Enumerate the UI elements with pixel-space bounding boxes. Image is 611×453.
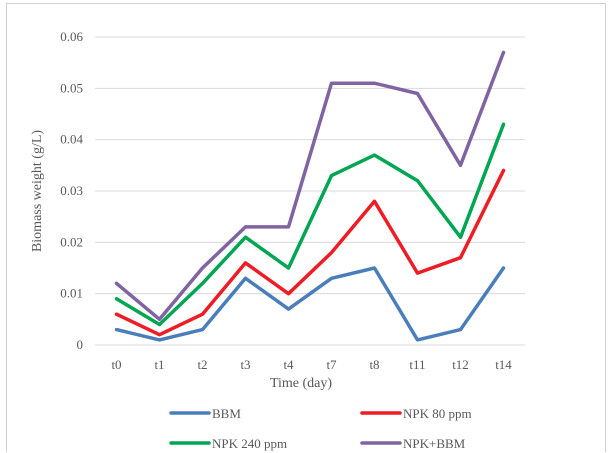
data-point <box>459 163 462 167</box>
data-point <box>201 266 204 270</box>
legend-label: NPK+BBM <box>403 436 466 451</box>
x-tick-label: t11 <box>409 357 425 372</box>
legend-label: NPK 240 ppm <box>212 436 287 451</box>
data-point <box>459 328 462 332</box>
data-point <box>459 256 462 260</box>
gridlines <box>95 36 525 346</box>
y-tick-label: 0.02 <box>60 234 83 249</box>
data-point <box>244 276 247 280</box>
data-point <box>416 91 419 95</box>
data-point <box>201 281 204 285</box>
legend-label: NPK 80 ppm <box>403 406 472 421</box>
series-line <box>114 266 506 342</box>
data-point <box>502 122 505 126</box>
data-point <box>373 153 376 157</box>
y-tick-label: 0 <box>77 337 84 352</box>
data-point <box>330 174 333 178</box>
x-tick-label: t2 <box>197 357 207 372</box>
y-tick-label: 0.01 <box>60 286 83 301</box>
x-tick-label: t14 <box>495 357 512 372</box>
data-point <box>287 225 290 229</box>
data-point <box>287 307 290 311</box>
data-point <box>158 317 161 321</box>
legend-item: NPK 240 ppm <box>169 436 287 451</box>
x-tick-label: t7 <box>326 357 337 372</box>
data-point <box>244 235 247 239</box>
data-point <box>459 235 462 239</box>
data-point <box>287 292 290 296</box>
series-npk-80-ppm <box>114 168 506 337</box>
series-npk-bbm <box>114 50 506 322</box>
x-tick-label: t3 <box>240 357 250 372</box>
legend: BBM NPK 80 ppm NPK 240 ppm NPK+BBM <box>169 406 472 451</box>
data-point <box>115 328 118 332</box>
x-axis-ticks: t0 t1 t2 t3 t4 t7 t8 t11 t12 t14 <box>111 357 512 372</box>
data-point <box>244 261 247 265</box>
data-point <box>373 266 376 270</box>
data-point <box>416 338 419 342</box>
data-point <box>158 322 161 326</box>
line-chart: 0 0.01 0.02 0.03 0.04 0.05 0.06 t0 t1 t2 t3 t4 t7 t8… <box>30 29 525 451</box>
legend-item: NPK+BBM <box>360 436 466 451</box>
legend-item: NPK 80 ppm <box>360 406 472 421</box>
series-line <box>114 122 506 327</box>
data-point <box>201 312 204 316</box>
y-tick-label: 0.06 <box>60 29 83 44</box>
series-line <box>114 168 506 337</box>
data-point <box>330 251 333 255</box>
series-npk-240-ppm <box>114 122 506 327</box>
chart-frame: 0 0.01 0.02 0.03 0.04 0.05 0.06 t0 t1 t2 t3 t4 t7 t8… <box>6 3 606 452</box>
legend-item: BBM <box>169 406 241 421</box>
data-point <box>115 297 118 301</box>
data-point <box>201 328 204 332</box>
data-point <box>158 333 161 337</box>
data-point <box>502 50 505 54</box>
data-point <box>502 168 505 172</box>
y-tick-label: 0.04 <box>60 132 83 147</box>
data-point <box>373 199 376 203</box>
x-tick-label: t4 <box>283 357 294 372</box>
data-point <box>244 225 247 229</box>
series-bbm <box>114 266 506 342</box>
data-point <box>158 338 161 342</box>
data-point <box>287 266 290 270</box>
y-axis-title: Biomass weight (g/L) <box>30 130 45 252</box>
y-tick-label: 0.05 <box>60 80 83 95</box>
data-point <box>115 281 118 285</box>
data-point <box>330 276 333 280</box>
series-lines <box>114 50 506 342</box>
x-tick-label: t0 <box>111 357 121 372</box>
x-tick-label: t12 <box>452 357 469 372</box>
data-point <box>115 312 118 316</box>
data-point <box>416 179 419 183</box>
legend-label: BBM <box>212 406 241 421</box>
x-tick-label: t1 <box>154 357 164 372</box>
y-axis-ticks: 0 0.01 0.02 0.03 0.04 0.05 0.06 <box>60 29 83 352</box>
series-line <box>114 50 506 322</box>
data-point <box>502 266 505 270</box>
data-point <box>330 81 333 85</box>
x-axis-title: Time (day) <box>270 376 332 391</box>
y-tick-label: 0.03 <box>60 183 83 198</box>
data-point <box>416 271 419 275</box>
data-point <box>373 81 376 85</box>
x-tick-label: t8 <box>369 357 379 372</box>
